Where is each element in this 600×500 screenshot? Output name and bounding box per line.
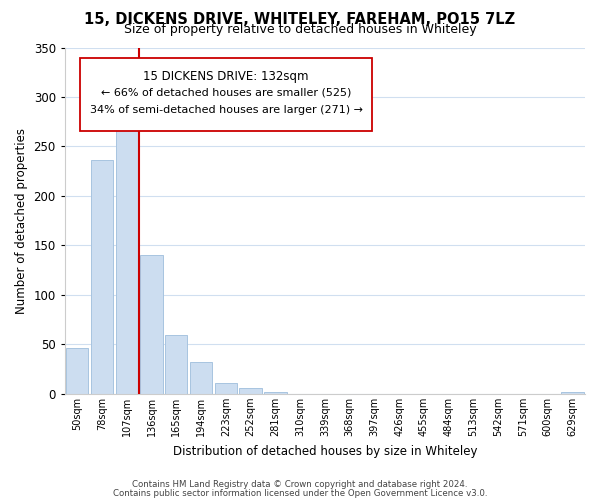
Bar (165, 334, 187, 394)
Y-axis label: Number of detached properties: Number of detached properties (15, 128, 28, 314)
Text: Contains public sector information licensed under the Open Government Licence v3: Contains public sector information licen… (113, 488, 487, 498)
Text: Contains HM Land Registry data © Crown copyright and database right 2024.: Contains HM Land Registry data © Crown c… (132, 480, 468, 489)
FancyBboxPatch shape (80, 58, 372, 130)
Text: 15 DICKENS DRIVE: 132sqm: 15 DICKENS DRIVE: 132sqm (143, 70, 309, 83)
Bar (562, 392, 584, 394)
Bar (66, 348, 88, 394)
Text: 15, DICKENS DRIVE, WHITELEY, FAREHAM, PO15 7LZ: 15, DICKENS DRIVE, WHITELEY, FAREHAM, PO… (85, 12, 515, 28)
Text: Size of property relative to detached houses in Whiteley: Size of property relative to detached ho… (124, 24, 476, 36)
Bar (91, 160, 113, 394)
Bar (190, 362, 212, 394)
Text: ← 66% of detached houses are smaller (525): ← 66% of detached houses are smaller (52… (101, 88, 351, 98)
Bar (116, 126, 138, 394)
Text: 34% of semi-detached houses are larger (271) →: 34% of semi-detached houses are larger (… (89, 104, 362, 115)
Bar (239, 388, 262, 394)
Bar (264, 392, 287, 394)
Bar (140, 256, 163, 394)
Bar (215, 383, 237, 394)
X-axis label: Distribution of detached houses by size in Whiteley: Distribution of detached houses by size … (173, 444, 477, 458)
